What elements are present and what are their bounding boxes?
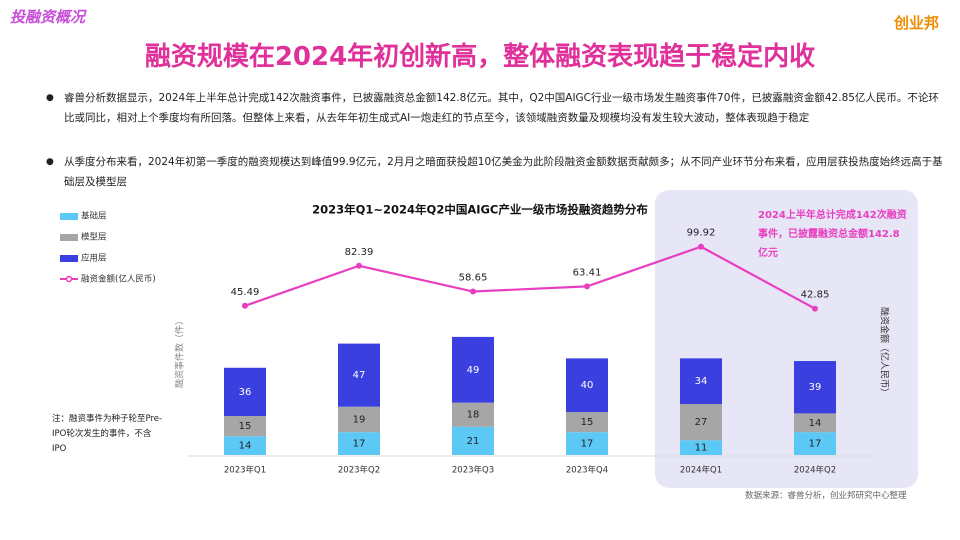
- data-label: 36: [239, 387, 252, 398]
- x-tick-label: 2024年Q1: [680, 465, 722, 476]
- bar-segment: [566, 432, 608, 455]
- section-label: 投融资概况: [10, 8, 86, 26]
- bar-segment: [452, 426, 494, 455]
- bar-segment: [338, 432, 380, 455]
- line-point: [698, 243, 704, 250]
- data-label: 47: [353, 370, 366, 381]
- data-label: 82.39: [345, 247, 374, 258]
- source: 数据来源：睿兽分析，创业邦研究中心整理: [745, 491, 907, 501]
- bar-segment: [224, 416, 266, 437]
- legend-label: 基础层: [81, 211, 107, 222]
- bar-segment: [680, 404, 722, 441]
- bar-segment: [566, 358, 608, 413]
- y2-axis-title: 融资金额（亿人民币）: [879, 307, 891, 397]
- data-label: 14: [809, 418, 822, 429]
- data-label: 14: [239, 441, 252, 452]
- bar-segment: [566, 412, 608, 433]
- data-label: 19: [353, 414, 366, 425]
- line-point: [356, 262, 362, 269]
- bar-segment: [794, 432, 836, 455]
- data-label: 42.85: [801, 290, 830, 301]
- data-label: 17: [809, 439, 822, 450]
- bar-segment: [224, 367, 266, 417]
- line-point: [812, 305, 818, 312]
- bar-segment: [680, 440, 722, 455]
- line: [244, 245, 816, 310]
- data-label: 27: [695, 417, 708, 428]
- bar-segment: [794, 361, 836, 414]
- x-tick-label: 2023年Q1: [224, 465, 266, 476]
- logo: 创业邦: [894, 14, 940, 32]
- bullet: 从季度分布来看，2024年初第一季度的融资规模达到峰值99.9亿元，2月月之暗面…: [40, 152, 944, 192]
- data-label: 15: [239, 421, 252, 432]
- legend-label: 模型层: [81, 232, 107, 243]
- data-label: 99.92: [687, 228, 716, 239]
- x-tick-label: 2024年Q2: [794, 465, 836, 476]
- bar-segment: [680, 358, 722, 404]
- legend-swatch: [60, 213, 78, 220]
- bar-segment: [338, 343, 380, 407]
- legend-swatch: [60, 234, 78, 241]
- data-label: 11: [695, 443, 708, 454]
- x-tick-label: 2023年Q2: [338, 465, 380, 476]
- slide-title: 融资规模在2024年初创新高，整体融资表现趋于稳定内收: [144, 42, 816, 72]
- line-point: [242, 302, 248, 309]
- x-tick-label: 2023年Q3: [452, 465, 494, 476]
- x-tick-label: 2023年Q4: [566, 465, 608, 476]
- annotation: 2024上半年总计完成142次融资事件，已披露融资总金额142.8亿元: [758, 210, 907, 259]
- legend-label: 融资金额(亿人民币): [81, 274, 156, 285]
- legend-marker: [65, 275, 73, 283]
- bar-segment: [224, 436, 266, 455]
- data-label: 17: [353, 439, 366, 450]
- data-label: 17: [581, 439, 594, 450]
- data-label: 40: [581, 380, 594, 391]
- note: 注：融资事件为种子轮至Pre-IPO轮次发生的事件，不含IPO: [52, 414, 163, 454]
- bullet: 睿兽分析数据显示，2024年上半年总计完成142次融资事件，已披露融资总金额14…: [40, 88, 944, 128]
- legend-label: 应用层: [81, 253, 107, 264]
- data-label: 45.49: [231, 287, 260, 298]
- data-label: 15: [581, 417, 594, 428]
- data-label: 34: [695, 376, 708, 387]
- data-label: 21: [467, 436, 480, 447]
- line-point: [584, 283, 590, 290]
- chart-title: 2023年Q1~2024年Q2中国AIGC产业一级市场投融资趋势分布: [312, 203, 648, 217]
- data-label: 39: [809, 382, 822, 393]
- bar-segment: [338, 406, 380, 433]
- legend-swatch: [60, 255, 78, 262]
- bar-segment: [794, 413, 836, 433]
- y-axis-title: 融资事件数（件）: [174, 316, 186, 388]
- data-label: 49: [467, 365, 480, 376]
- bar-segment: [452, 402, 494, 427]
- bar-segment: [452, 336, 494, 403]
- line-point: [470, 288, 476, 295]
- data-label: 63.41: [573, 267, 602, 278]
- data-label: 18: [467, 410, 480, 421]
- data-label: 58.65: [459, 273, 488, 284]
